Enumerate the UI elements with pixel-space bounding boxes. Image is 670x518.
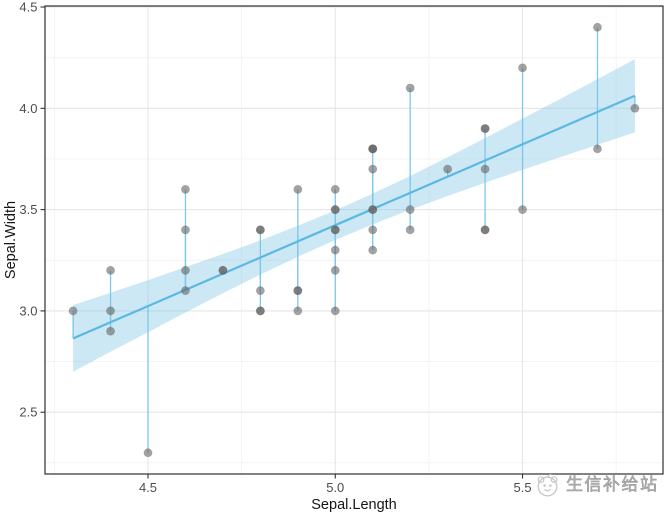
- residual-segments: [72, 27, 636, 453]
- x-tick-label: 5.0: [326, 480, 344, 495]
- data-point: [368, 164, 378, 174]
- data-point: [405, 83, 415, 93]
- y-axis-title: Sepal.Width: [3, 201, 19, 279]
- data-point: [405, 225, 415, 235]
- y-tick-label: 3.5: [19, 202, 37, 217]
- y-tick-label: 4.5: [19, 0, 37, 15]
- data-point: [293, 306, 303, 316]
- axis-tick-marks: [40, 6, 524, 479]
- data-point: [255, 306, 265, 316]
- data-point: [293, 286, 303, 296]
- data-point: [480, 164, 490, 174]
- data-point: [180, 184, 190, 194]
- data-point: [480, 124, 490, 134]
- data-point: [330, 306, 340, 316]
- data-point: [592, 144, 602, 154]
- y-tick-labels: 2.5 3.0 3.5 4.0 4.5: [19, 0, 37, 420]
- data-point: [592, 22, 602, 32]
- data-point: [330, 184, 340, 194]
- data-point: [518, 63, 528, 73]
- confidence-ribbon: [73, 59, 635, 372]
- data-point: [330, 205, 340, 215]
- data-point: [106, 265, 116, 275]
- x-axis-title: Sepal.Length: [311, 497, 396, 513]
- data-point: [180, 225, 190, 235]
- x-tick-label: 4.5: [139, 480, 157, 495]
- data-point: [443, 164, 453, 174]
- gridlines-minor: [45, 6, 663, 474]
- data-point: [218, 265, 228, 275]
- data-point: [180, 286, 190, 296]
- data-point: [255, 225, 265, 235]
- data-point: [368, 144, 378, 154]
- data-point: [518, 205, 528, 215]
- data-point: [180, 265, 190, 275]
- data-point: [293, 184, 303, 194]
- x-tick-label: 5.5: [514, 480, 532, 495]
- gridlines-major: [45, 6, 663, 474]
- data-points: [68, 22, 640, 458]
- data-point: [368, 225, 378, 235]
- data-point: [255, 286, 265, 296]
- data-point: [68, 306, 78, 316]
- regression-line: [72, 94, 636, 340]
- y-tick-label: 3.0: [19, 303, 37, 318]
- data-point: [143, 448, 153, 458]
- data-point: [368, 205, 378, 215]
- y-tick-label: 4.0: [19, 101, 37, 116]
- x-tick-labels: 4.5 5.0 5.5: [139, 480, 532, 495]
- data-point: [106, 326, 116, 336]
- data-point: [330, 245, 340, 255]
- data-point: [405, 205, 415, 215]
- data-point: [368, 245, 378, 255]
- data-point: [480, 225, 490, 235]
- panel-border: [44, 5, 664, 475]
- y-tick-label: 2.5: [19, 405, 37, 420]
- data-point: [106, 306, 116, 316]
- data-point: [630, 103, 640, 113]
- data-point: [330, 265, 340, 275]
- data-point: [330, 225, 340, 235]
